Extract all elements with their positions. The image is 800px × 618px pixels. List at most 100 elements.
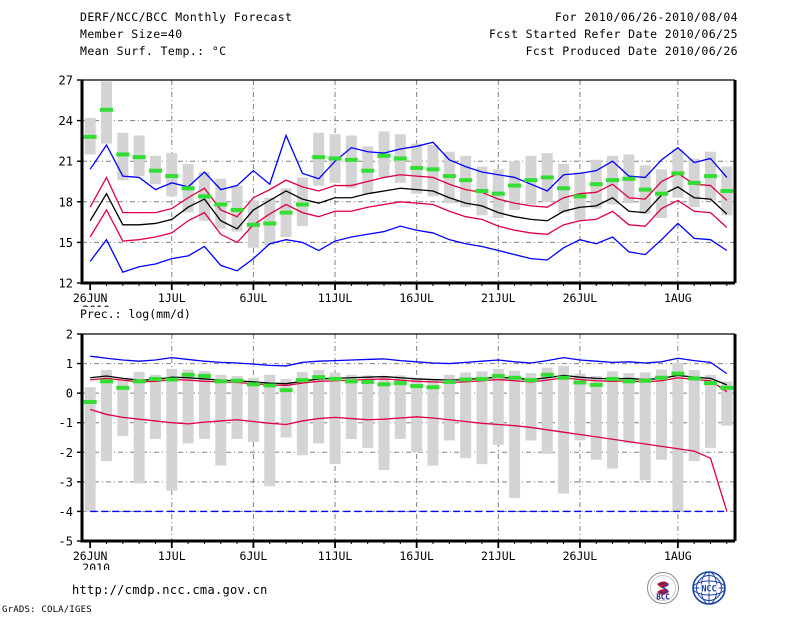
x-tick-label: 16JUL <box>399 291 434 305</box>
spread-bar <box>166 368 178 491</box>
spread-bar <box>264 374 276 487</box>
precipitation-chart: -5 -4 -3 -2 -1 0 1 2 26JUN 2010 1JUL 6JUL 11JUL 16JUL… <box>0 320 800 570</box>
y-tick-label: -2 <box>59 446 73 460</box>
series-line <box>90 355 728 375</box>
spread-bar <box>460 372 472 459</box>
series-line <box>89 199 728 244</box>
y-tick-label: 27 <box>59 74 73 88</box>
spread-bar <box>264 197 276 246</box>
website-url[interactable]: http://cmdp.ncc.cma.gov.cn <box>72 583 268 597</box>
spread-bar <box>329 372 341 465</box>
observation-marker <box>459 178 473 183</box>
observation-marker <box>99 107 113 112</box>
spread-bar <box>394 375 406 439</box>
observation-marker <box>230 207 244 212</box>
observation-marker <box>246 222 260 227</box>
observation-marker <box>655 191 669 196</box>
spread-bar <box>117 379 129 437</box>
observation-marker <box>246 382 260 387</box>
spread-bar <box>443 374 455 441</box>
observation-marker <box>328 156 342 161</box>
observation-marker <box>638 378 652 383</box>
spread-bar <box>280 378 292 438</box>
spread-bar <box>345 135 357 189</box>
observation-marker <box>638 187 652 192</box>
spread-bar <box>313 132 325 186</box>
observation-marker <box>214 379 228 384</box>
observation-marker <box>671 371 685 376</box>
spread-bar <box>509 370 521 499</box>
forecast-range-label: For 2010/06/26-2010/08/04 <box>554 10 738 24</box>
observation-marker <box>671 171 685 176</box>
observation-marker <box>83 400 97 405</box>
y-tick-label: 2 <box>66 328 73 342</box>
observation-marker <box>524 178 538 183</box>
observation-marker <box>148 168 162 173</box>
x-tick-label: 1JUL <box>158 549 186 563</box>
observation-marker <box>132 379 146 384</box>
series-line <box>89 172 728 218</box>
x-axis-year-label: 2010 <box>82 561 110 570</box>
y-tick-label: 1 <box>66 357 73 371</box>
x-tick-label: 6JUL <box>240 291 268 305</box>
observation-marker <box>361 168 375 173</box>
svg-text:NCC: NCC <box>701 585 716 595</box>
spread-bar <box>100 81 112 144</box>
y-tick-label: -3 <box>59 475 73 489</box>
observation-marker <box>197 194 211 199</box>
x-tick-label: 21JUL <box>481 549 516 563</box>
y-tick-label: 15 <box>59 236 73 250</box>
observation-marker <box>655 375 669 380</box>
observation-marker <box>491 191 505 196</box>
spread-bar <box>541 367 553 454</box>
bcc-logo: BCC <box>643 569 683 613</box>
observation-marker <box>263 383 277 388</box>
x-axis-year-label: 2010 <box>82 303 110 307</box>
observation-marker <box>148 376 162 381</box>
observation-marker <box>295 202 309 207</box>
member-size-label: Member Size=40 <box>80 27 183 41</box>
forecast-start-label: Fcst Started Refer Date 2010/06/25 <box>488 27 738 41</box>
spread-bar <box>84 387 96 512</box>
x-tick-label: 26JUL <box>563 549 598 563</box>
spread-bar <box>639 372 651 481</box>
observation-marker <box>344 157 358 162</box>
observation-marker <box>165 174 179 179</box>
spread-bar <box>607 371 619 469</box>
observation-marker <box>459 377 473 382</box>
observation-marker <box>540 175 554 180</box>
observation-marker <box>393 156 407 161</box>
observation-marker <box>344 379 358 384</box>
observation-marker <box>704 381 718 386</box>
spread-bar <box>231 375 243 439</box>
spread-bar <box>558 365 570 494</box>
observation-marker <box>426 385 440 390</box>
page-title: DERF/NCC/BCC Monthly Forecast <box>80 10 293 24</box>
observation-marker <box>475 188 489 193</box>
series-line <box>90 377 728 393</box>
spread-bar <box>525 373 537 441</box>
observation-marker <box>622 379 636 384</box>
spread-bar <box>313 370 325 444</box>
observation-marker <box>230 378 244 383</box>
observation-marker <box>540 372 554 377</box>
series-line <box>89 222 728 273</box>
forecast-produced-label: Fcst Produced Date 2010/06/26 <box>525 44 738 58</box>
observation-marker <box>442 379 456 384</box>
spread-bar <box>117 132 129 181</box>
observation-marker <box>328 376 342 381</box>
observation-marker <box>214 202 228 207</box>
x-tick-label: 11JUL <box>318 549 353 563</box>
observation-marker <box>687 180 701 185</box>
observation-marker <box>197 373 211 378</box>
svg-text:BCC: BCC <box>656 593 670 602</box>
x-tick-label: 11JUL <box>318 291 353 305</box>
series-line <box>89 408 728 512</box>
temp-variable-label: Mean Surf. Temp.: °C <box>80 44 227 58</box>
observation-marker <box>99 379 113 384</box>
spread-bar <box>411 377 423 453</box>
x-tick-label: 1AUG <box>664 291 692 305</box>
spread-bar <box>492 368 504 445</box>
